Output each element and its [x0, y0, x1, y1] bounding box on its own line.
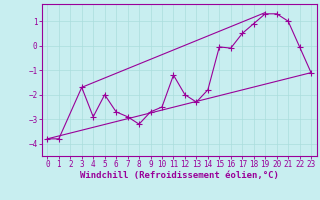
X-axis label: Windchill (Refroidissement éolien,°C): Windchill (Refroidissement éolien,°C)	[80, 171, 279, 180]
